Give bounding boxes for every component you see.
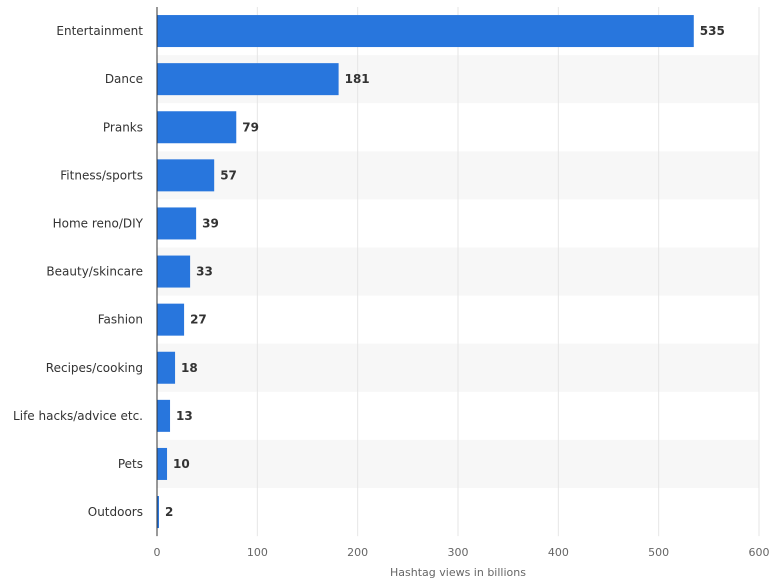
bar bbox=[157, 207, 197, 240]
category-label: Beauty/skincare bbox=[46, 265, 143, 279]
category-label: Pranks bbox=[103, 120, 143, 134]
bar bbox=[157, 303, 185, 336]
category-label: Fitness/sports bbox=[60, 168, 143, 182]
bar bbox=[157, 447, 168, 480]
value-label: 27 bbox=[190, 313, 207, 327]
value-label: 39 bbox=[202, 216, 219, 230]
bar bbox=[157, 351, 176, 384]
x-tick-label: 0 bbox=[154, 546, 161, 559]
x-tick-label: 300 bbox=[448, 546, 469, 559]
value-label: 57 bbox=[220, 168, 237, 182]
x-tick-label: 600 bbox=[749, 546, 770, 559]
bar bbox=[157, 63, 339, 96]
value-label: 18 bbox=[181, 361, 198, 375]
x-tick-label: 500 bbox=[648, 546, 669, 559]
value-label: 79 bbox=[242, 120, 259, 134]
bar bbox=[157, 159, 215, 192]
bar bbox=[157, 399, 171, 432]
x-tick-label: 400 bbox=[548, 546, 569, 559]
value-label: 2 bbox=[165, 505, 173, 519]
x-tick-label: 200 bbox=[347, 546, 368, 559]
category-label: Pets bbox=[118, 457, 143, 471]
value-label: 181 bbox=[345, 72, 370, 86]
value-labels: 535 181 79 57 39 33 27 18 13 10 2 bbox=[165, 24, 725, 519]
value-label: 10 bbox=[173, 457, 190, 471]
category-label: Fashion bbox=[98, 313, 143, 327]
category-label: Home reno/DIY bbox=[53, 216, 144, 230]
category-label: Entertainment bbox=[56, 24, 143, 38]
category-labels: Entertainment Dance Pranks Fitness/sports Ho… bbox=[13, 24, 144, 519]
value-label: 13 bbox=[176, 409, 193, 423]
bar bbox=[157, 255, 191, 288]
bar bbox=[157, 15, 694, 48]
category-label: Recipes/cooking bbox=[46, 361, 143, 375]
x-axis-title: Hashtag views in billions bbox=[390, 566, 526, 579]
value-label: 33 bbox=[196, 265, 213, 279]
value-label: 535 bbox=[700, 24, 725, 38]
x-tick-labels: 0 100 200 300 400 500 600 bbox=[154, 546, 770, 559]
category-label: Dance bbox=[105, 72, 143, 86]
x-tick-label: 100 bbox=[247, 546, 268, 559]
category-label: Outdoors bbox=[88, 505, 143, 519]
bar bbox=[157, 496, 160, 529]
category-label: Life hacks/advice etc. bbox=[13, 409, 143, 423]
bars bbox=[157, 15, 694, 529]
gridlines bbox=[256, 7, 760, 537]
bar bbox=[157, 111, 237, 144]
